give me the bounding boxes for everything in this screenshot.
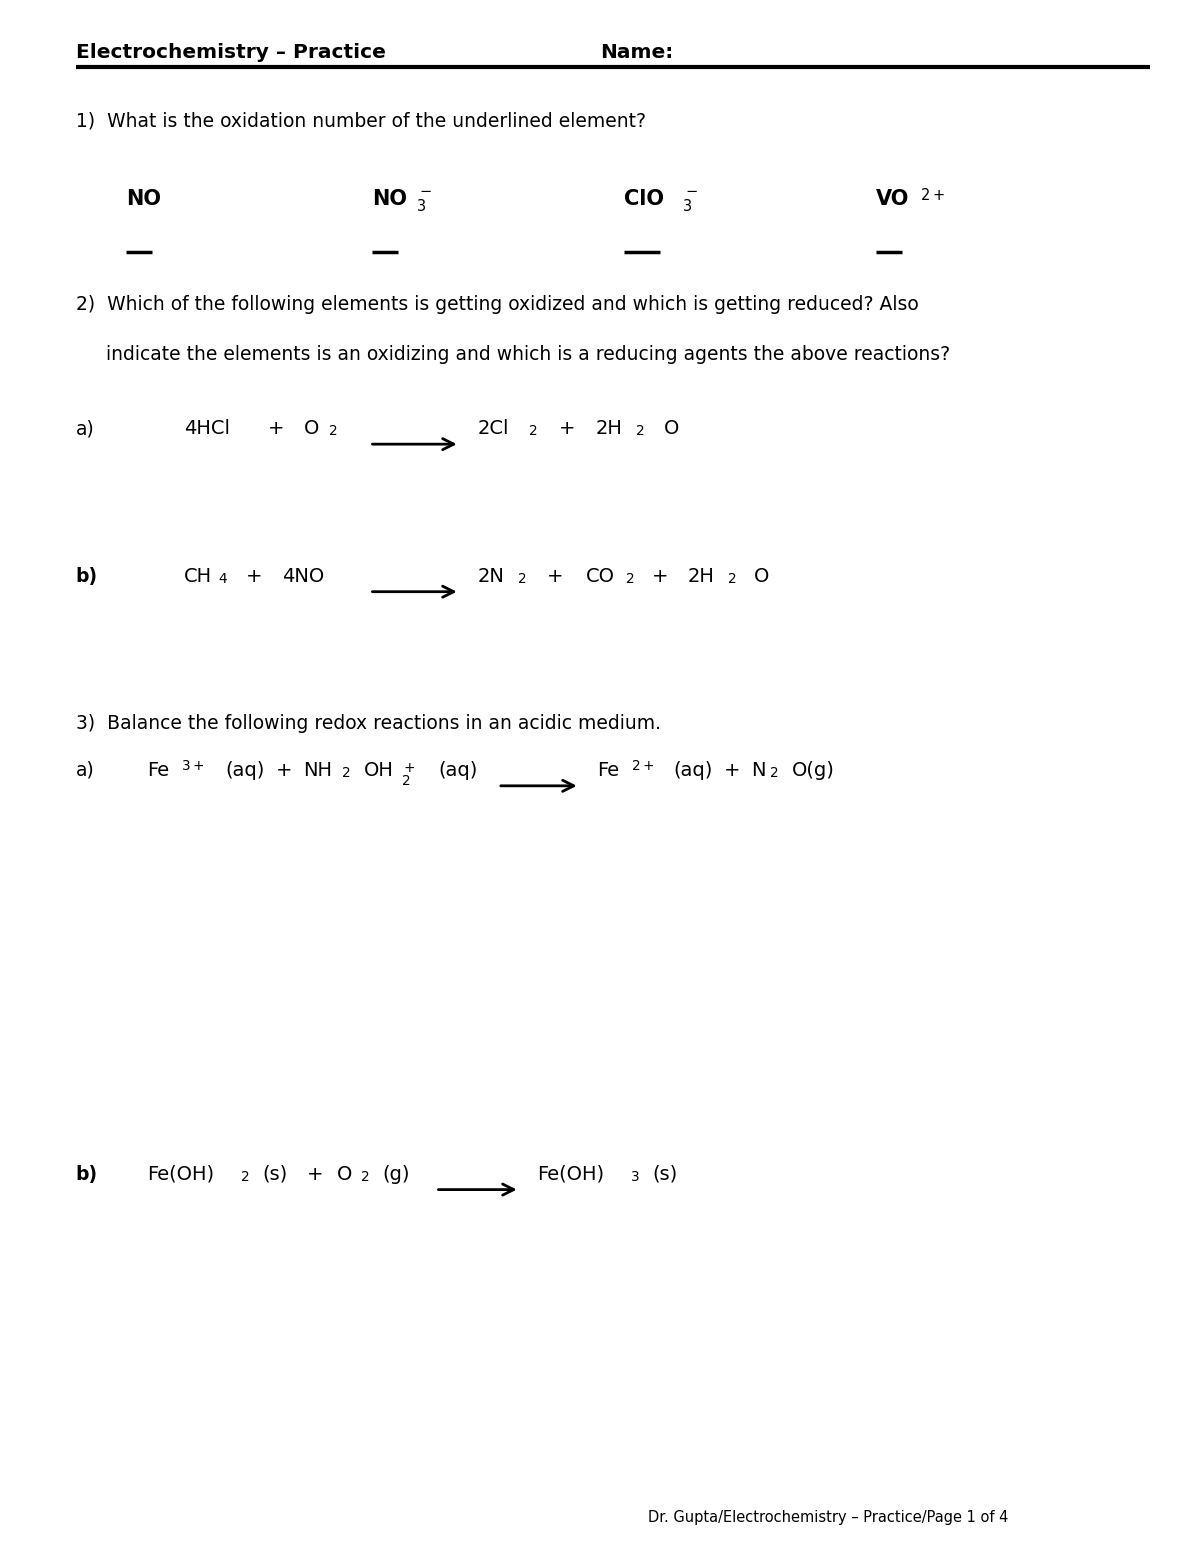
Text: O: O bbox=[754, 567, 769, 585]
Text: b): b) bbox=[76, 567, 97, 585]
Text: $_4$: $_4$ bbox=[218, 567, 228, 585]
Text: +: + bbox=[652, 567, 668, 585]
Text: NH: NH bbox=[304, 761, 332, 780]
Text: $_2$: $_2$ bbox=[625, 567, 635, 585]
Text: O: O bbox=[664, 419, 679, 438]
Text: $_2$: $_2$ bbox=[360, 1165, 370, 1183]
Text: $_2$: $_2$ bbox=[240, 1165, 250, 1183]
Text: (aq): (aq) bbox=[673, 761, 713, 780]
Text: +: + bbox=[246, 567, 263, 585]
Text: $_2$: $_2$ bbox=[341, 761, 350, 780]
Text: 3)  Balance the following redox reactions in an acidic medium.: 3) Balance the following redox reactions… bbox=[76, 714, 661, 733]
Text: Fe(OH): Fe(OH) bbox=[148, 1165, 215, 1183]
Text: $_2$: $_2$ bbox=[328, 419, 337, 438]
Text: +: + bbox=[559, 419, 576, 438]
Text: OH: OH bbox=[364, 761, 394, 780]
Text: indicate the elements is an oxidizing and which is a reducing agents the above r: indicate the elements is an oxidizing an… bbox=[76, 345, 949, 363]
Text: CH: CH bbox=[184, 567, 211, 585]
Text: NO: NO bbox=[126, 189, 161, 210]
Text: $_3^-$: $_3^-$ bbox=[416, 189, 432, 213]
Text: $_3^-$: $_3^-$ bbox=[682, 189, 697, 213]
Text: Electrochemistry – Practice: Electrochemistry – Practice bbox=[76, 43, 385, 62]
Text: 2N: 2N bbox=[478, 567, 504, 585]
Text: $^{2+}$: $^{2+}$ bbox=[920, 189, 946, 210]
Text: $_2$: $_2$ bbox=[517, 567, 527, 585]
Text: 2H: 2H bbox=[688, 567, 714, 585]
Text: O(g): O(g) bbox=[792, 761, 835, 780]
Text: 1)  What is the oxidation number of the underlined element?: 1) What is the oxidation number of the u… bbox=[76, 112, 646, 130]
Text: +: + bbox=[724, 761, 740, 780]
Text: +: + bbox=[276, 761, 293, 780]
Text: 2H: 2H bbox=[595, 419, 622, 438]
Text: $^{3+}$: $^{3+}$ bbox=[181, 761, 205, 780]
Text: NO: NO bbox=[372, 189, 407, 210]
Text: a): a) bbox=[76, 761, 95, 780]
Text: Name:: Name: bbox=[600, 43, 673, 62]
Text: (g): (g) bbox=[383, 1165, 410, 1183]
Text: ClO: ClO bbox=[624, 189, 664, 210]
Text: Fe(OH): Fe(OH) bbox=[538, 1165, 605, 1183]
Text: (aq): (aq) bbox=[226, 761, 265, 780]
Text: O: O bbox=[337, 1165, 353, 1183]
Text: 2Cl: 2Cl bbox=[478, 419, 509, 438]
Text: $_2$: $_2$ bbox=[769, 761, 779, 780]
Text: 4HCl: 4HCl bbox=[184, 419, 229, 438]
Text: $_2^+$: $_2^+$ bbox=[401, 761, 415, 787]
Text: +: + bbox=[268, 419, 284, 438]
Text: 4NO: 4NO bbox=[282, 567, 324, 585]
Text: $_2$: $_2$ bbox=[528, 419, 538, 438]
Text: (s): (s) bbox=[263, 1165, 288, 1183]
Text: $_2$: $_2$ bbox=[727, 567, 737, 585]
Text: (aq): (aq) bbox=[438, 761, 478, 780]
Text: N: N bbox=[751, 761, 766, 780]
Text: $^{2+}$: $^{2+}$ bbox=[631, 761, 655, 780]
Text: CO: CO bbox=[586, 567, 614, 585]
Text: VO: VO bbox=[876, 189, 910, 210]
Text: Fe: Fe bbox=[148, 761, 169, 780]
Text: a): a) bbox=[76, 419, 95, 438]
Text: 2)  Which of the following elements is getting oxidized and which is getting red: 2) Which of the following elements is ge… bbox=[76, 295, 918, 314]
Text: Fe: Fe bbox=[598, 761, 619, 780]
Text: (s): (s) bbox=[653, 1165, 678, 1183]
Text: $_3$: $_3$ bbox=[630, 1165, 640, 1183]
Text: Dr. Gupta/Electrochemistry – Practice/Page 1 of 4: Dr. Gupta/Electrochemistry – Practice/Pa… bbox=[648, 1510, 1008, 1525]
Text: b): b) bbox=[76, 1165, 97, 1183]
Text: O: O bbox=[304, 419, 319, 438]
Text: +: + bbox=[547, 567, 564, 585]
Text: $_2$: $_2$ bbox=[635, 419, 644, 438]
Text: +: + bbox=[307, 1165, 324, 1183]
